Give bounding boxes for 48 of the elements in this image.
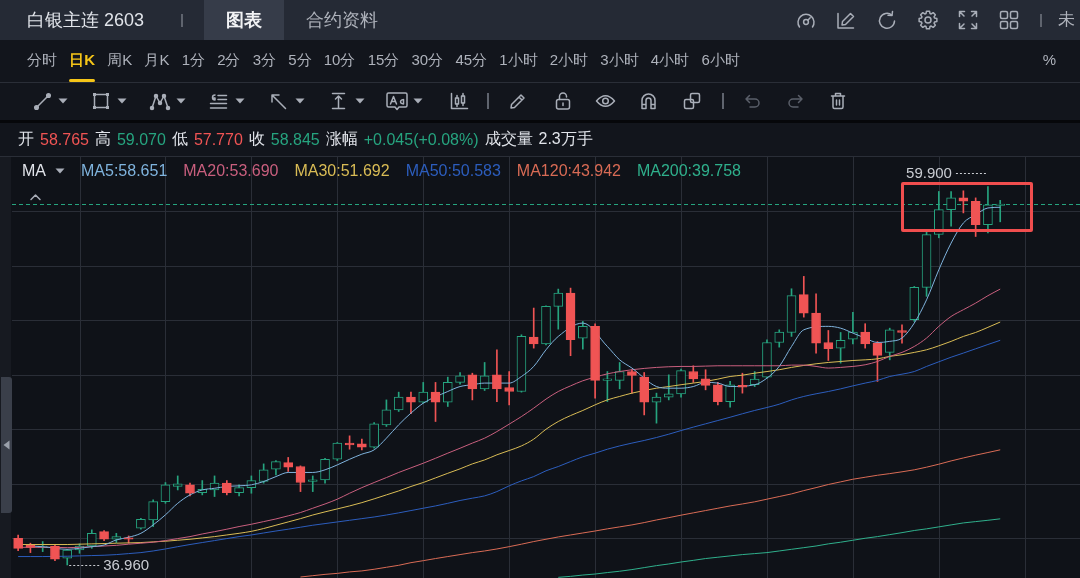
text: %: [1042, 50, 1056, 70]
text: 低: [171, 129, 188, 149]
text: MA200:39.758: [636, 162, 741, 180]
text: 30分: [411, 50, 444, 68]
text: 周K: [107, 50, 133, 68]
chart-title: 白银主连 2603: [27, 9, 145, 32]
text: 57.770: [193, 130, 243, 149]
annotation: 36.960: [103, 555, 150, 573]
text: 涨幅: [325, 129, 358, 149]
text: 5分: [288, 50, 312, 68]
candlestick: [504, 371, 514, 406]
text: 4小时: [650, 50, 690, 68]
text: 月K: [144, 50, 170, 68]
text: 图表: [226, 10, 262, 30]
candlestick: [528, 307, 539, 349]
text: 开: [18, 129, 34, 149]
text: +0.045(+0.08%): [363, 130, 479, 149]
text: 2.3万手: [538, 129, 593, 149]
candlestick: [492, 349, 502, 402]
text: 收: [248, 129, 265, 149]
text: 日K: [69, 50, 96, 68]
text: 3分: [252, 50, 277, 68]
text: 1分: [181, 50, 205, 68]
text: 分时: [27, 50, 57, 68]
candlestick: [897, 324, 907, 344]
text: 58.845: [270, 130, 320, 149]
text: 合约资料: [306, 10, 378, 30]
legend-title: MA: [22, 162, 46, 180]
text: 高: [94, 129, 111, 149]
text: 成交量: [484, 129, 533, 149]
text: MA50:50.583: [405, 162, 501, 180]
candlestick: [307, 475, 318, 492]
text: MA120:43.942: [516, 162, 621, 180]
annotation: 59.900: [906, 163, 952, 181]
text: MA5:58.651: [81, 162, 168, 180]
text: 58.765: [40, 130, 89, 149]
text: 15分: [367, 50, 400, 68]
text: 45分: [455, 50, 488, 68]
text: 未: [1058, 9, 1075, 31]
text: 6小时: [701, 50, 740, 68]
text: MA20:53.690: [183, 162, 279, 180]
text: 2分: [217, 50, 241, 68]
text: MA30:51.692: [294, 162, 390, 180]
text: 10分: [323, 50, 356, 68]
text: 2小时: [549, 50, 589, 68]
text: 1小时: [499, 50, 538, 68]
text: 3小时: [600, 50, 639, 68]
text: 59.070: [116, 130, 166, 149]
